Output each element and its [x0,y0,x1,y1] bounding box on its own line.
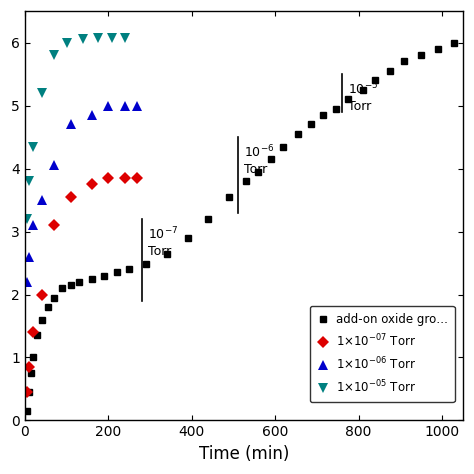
add-on oxide gro… [28,370,34,376]
add-on oxide gro… [126,266,132,272]
add-on oxide gro… [114,270,119,275]
1×10$^{-06}$ Torr [51,163,57,168]
1×10$^{-07}$ Torr [51,222,57,228]
1×10$^{-05}$ Torr [39,90,45,96]
1×10$^{-07}$ Torr [89,182,94,187]
add-on oxide gro… [164,251,170,256]
1×10$^{-07}$ Torr [26,364,32,370]
1×10$^{-06}$ Torr [122,103,128,109]
add-on oxide gro… [101,273,107,278]
add-on oxide gro… [452,40,457,46]
Line: add-on oxide gro…: add-on oxide gro… [23,39,458,414]
1×10$^{-05}$ Torr [51,52,57,58]
add-on oxide gro… [308,122,313,128]
add-on oxide gro… [255,169,261,174]
1×10$^{-07}$ Torr [105,175,111,181]
Line: 1×10$^{-07}$ Torr: 1×10$^{-07}$ Torr [23,174,142,396]
add-on oxide gro… [387,68,392,74]
add-on oxide gro… [39,317,45,322]
1×10$^{-06}$ Torr [39,197,45,203]
1×10$^{-07}$ Torr [68,194,73,200]
1×10$^{-06}$ Torr [89,112,94,118]
1×10$^{-05}$ Torr [81,36,86,42]
Text: 10$^{-6}$
Torr: 10$^{-6}$ Torr [244,143,274,176]
1×10$^{-07}$ Torr [122,175,128,181]
add-on oxide gro… [345,96,351,102]
add-on oxide gro… [333,106,338,111]
1×10$^{-05}$ Torr [122,35,128,40]
1×10$^{-07}$ Torr [30,329,36,335]
add-on oxide gro… [143,262,149,267]
1×10$^{-07}$ Torr [39,292,45,297]
add-on oxide gro… [185,235,191,241]
1×10$^{-06}$ Torr [68,122,73,128]
add-on oxide gro… [401,59,407,64]
add-on oxide gro… [35,333,40,338]
add-on oxide gro… [60,285,65,291]
add-on oxide gro… [30,355,36,360]
add-on oxide gro… [320,112,326,118]
add-on oxide gro… [373,78,378,83]
add-on oxide gro… [227,194,232,200]
add-on oxide gro… [418,52,424,58]
add-on oxide gro… [268,156,274,162]
add-on oxide gro… [76,279,82,285]
1×10$^{-05}$ Torr [26,178,32,184]
1×10$^{-05}$ Torr [109,35,115,40]
add-on oxide gro… [24,408,30,414]
1×10$^{-05}$ Torr [30,144,36,149]
1×10$^{-06}$ Torr [24,279,30,285]
1×10$^{-07}$ Torr [135,175,140,181]
Text: 10$^{-5}$
Torr: 10$^{-5}$ Torr [348,81,378,113]
1×10$^{-06}$ Torr [26,254,32,260]
add-on oxide gro… [68,282,73,288]
1×10$^{-05}$ Torr [64,40,69,46]
Text: 10$^{-7}$
Torr: 10$^{-7}$ Torr [148,225,178,258]
Line: 1×10$^{-05}$ Torr: 1×10$^{-05}$ Torr [22,33,130,224]
add-on oxide gro… [295,131,301,137]
1×10$^{-06}$ Torr [135,103,140,109]
1×10$^{-06}$ Torr [105,103,111,109]
Legend: add-on oxide gro…, 1×10$^{-07}$ Torr, 1×10$^{-06}$ Torr, 1×10$^{-05}$ Torr: add-on oxide gro…, 1×10$^{-07}$ Torr, 1×… [310,306,455,402]
add-on oxide gro… [435,46,441,52]
add-on oxide gro… [281,144,286,149]
1×10$^{-05}$ Torr [24,216,30,222]
add-on oxide gro… [51,295,57,301]
add-on oxide gro… [89,276,94,282]
1×10$^{-06}$ Torr [30,222,36,228]
X-axis label: Time (min): Time (min) [199,445,289,463]
1×10$^{-07}$ Torr [24,389,30,395]
add-on oxide gro… [206,216,211,222]
add-on oxide gro… [360,87,365,93]
add-on oxide gro… [26,389,32,395]
1×10$^{-05}$ Torr [95,35,100,40]
add-on oxide gro… [45,304,51,310]
Line: 1×10$^{-06}$ Torr: 1×10$^{-06}$ Torr [22,100,142,287]
add-on oxide gro… [243,178,249,184]
